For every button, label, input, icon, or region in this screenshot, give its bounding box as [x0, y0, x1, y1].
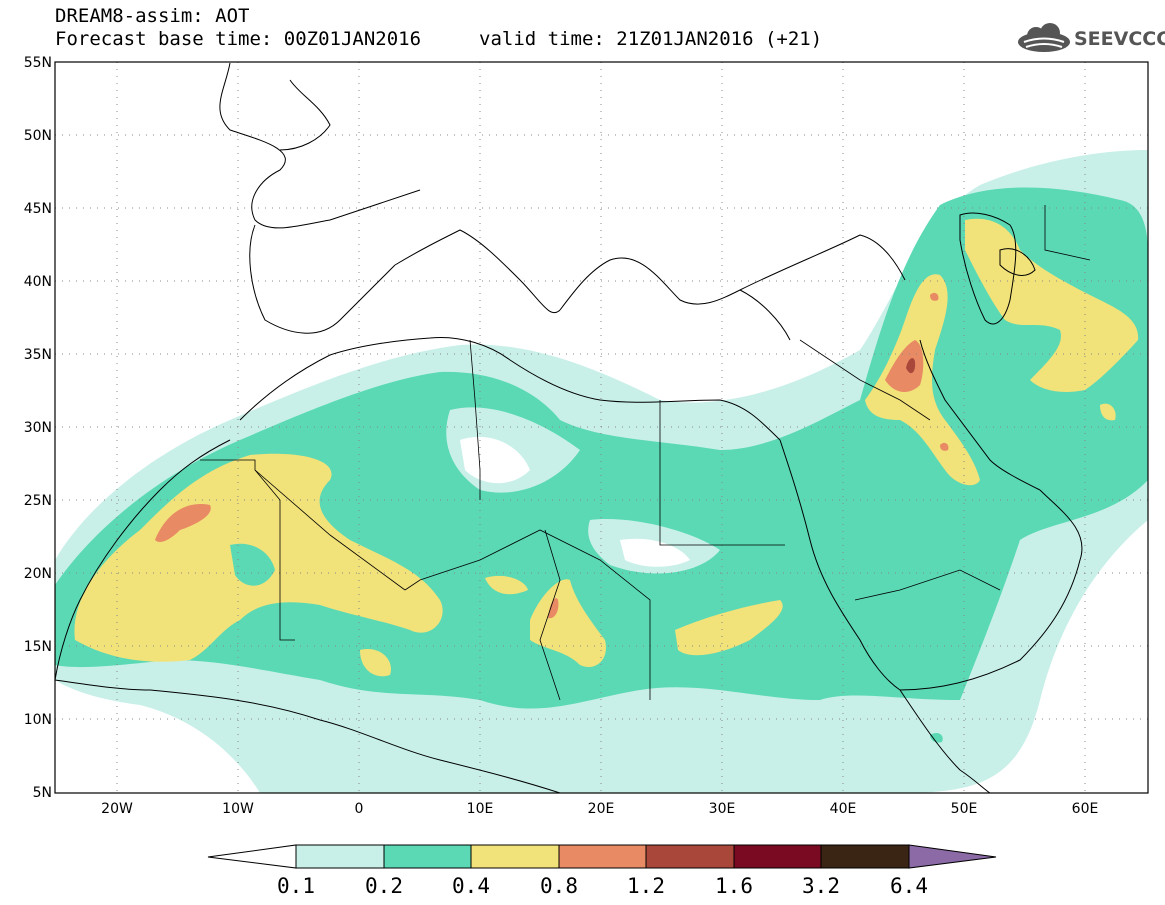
lon-label-10w: 10W [222, 801, 254, 817]
colorbar-label-0.4: 0.4 [452, 874, 490, 898]
lon-label-40e: 40E [830, 801, 857, 817]
colorbar-label-3.2: 3.2 [802, 874, 840, 898]
colorbar-label-1.6: 1.6 [715, 874, 753, 898]
lat-label-30n: 30N [24, 420, 52, 436]
logo-text: SEEVCCC [1074, 28, 1165, 50]
lon-label-30e: 30E [709, 801, 736, 817]
lat-label-25n: 25N [24, 493, 52, 509]
colorbar-bin-5 [645, 844, 735, 869]
lat-labels: 55N 50N 45N 40N 35N 30N 25N 20N 15N 10N … [24, 55, 52, 801]
colorbar-bin-7 [820, 844, 910, 869]
map-title: DREAM8-assim: AOT [55, 5, 250, 27]
seevccc-logo: SEEVCCC [1016, 22, 1165, 58]
colorbar-low-arrow [207, 844, 297, 869]
colorbar-bin-1 [295, 844, 385, 869]
lon-label-20w: 20W [101, 801, 133, 817]
lon-label-50e: 50E [951, 801, 978, 817]
colorbar-label-6.4: 6.4 [890, 874, 928, 898]
lon-label-20e: 20E [588, 801, 615, 817]
lon-label-10e: 10E [467, 801, 494, 817]
cloud-icon [1018, 23, 1070, 52]
colorbar-bin-6 [733, 844, 822, 869]
colorbar-label-0.1: 0.1 [277, 874, 315, 898]
lat-label-35n: 35N [24, 347, 52, 363]
colorbar-label-0.8: 0.8 [540, 874, 578, 898]
graticule [55, 62, 1148, 793]
forecast-base-time: Forecast base time: 00Z01JAN2016 [55, 28, 422, 50]
lat-label-15n: 15N [24, 639, 52, 655]
colorbar-high-arrow [908, 844, 997, 869]
colorbar-bin-4 [558, 844, 647, 869]
lat-label-20n: 20N [24, 566, 52, 582]
aot-field [55, 150, 1148, 793]
lon-labels: 20W 10W 0 10E 20E 30E 40E 50E 60E [101, 801, 1098, 817]
lat-label-40n: 40N [24, 274, 52, 290]
lat-label-5n: 5N [33, 785, 52, 801]
colorbar-label-1.2: 1.2 [627, 874, 665, 898]
coastlines [55, 62, 1083, 793]
lat-label-45n: 45N [24, 201, 52, 217]
lat-label-55n: 55N [24, 55, 52, 71]
lat-label-50n: 50N [24, 128, 52, 144]
borders [200, 205, 1091, 701]
colorbar-bin-3 [470, 844, 560, 869]
lat-label-10n: 10N [24, 712, 52, 728]
colorbar-bin-2 [383, 844, 472, 869]
colorbar-label-0.2: 0.2 [365, 874, 403, 898]
map-frame [54, 61, 1149, 794]
lon-label-60e: 60E [1072, 801, 1099, 817]
valid-time: valid time: 21Z01JAN2016 (+21) [479, 28, 823, 50]
lon-label-0: 0 [355, 801, 364, 817]
